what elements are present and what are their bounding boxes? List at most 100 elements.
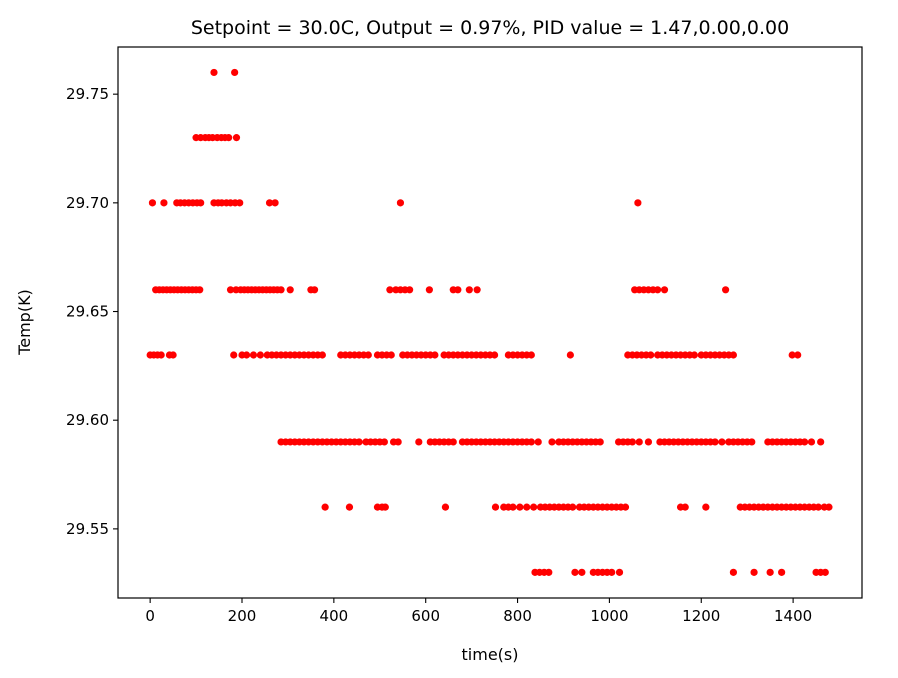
data-point bbox=[644, 438, 653, 446]
data-point bbox=[265, 199, 274, 207]
data-point bbox=[578, 568, 586, 576]
data-point bbox=[148, 199, 157, 207]
data-point bbox=[396, 199, 405, 207]
x-tick-label: 0 bbox=[145, 607, 155, 625]
data-point bbox=[814, 503, 822, 511]
data-point bbox=[242, 351, 251, 359]
x-tick-label: 400 bbox=[320, 607, 349, 625]
data-point bbox=[634, 199, 642, 207]
data-point bbox=[157, 351, 165, 359]
data-point bbox=[817, 438, 825, 446]
data-point bbox=[441, 503, 450, 511]
data-point bbox=[778, 568, 786, 576]
x-tick-label: 800 bbox=[503, 607, 532, 625]
data-point bbox=[160, 199, 168, 207]
y-axis-label: Temp(K) bbox=[15, 289, 34, 356]
data-point bbox=[491, 503, 500, 511]
data-point bbox=[490, 351, 499, 359]
data-point bbox=[729, 568, 738, 576]
data-point bbox=[628, 438, 636, 446]
data-point bbox=[654, 286, 662, 294]
data-point bbox=[681, 503, 689, 511]
data-point bbox=[660, 286, 669, 294]
data-point bbox=[821, 568, 829, 576]
data-point bbox=[794, 351, 802, 359]
data-point bbox=[635, 438, 643, 446]
data-point bbox=[345, 503, 354, 511]
data-point bbox=[381, 503, 389, 511]
data-point bbox=[548, 438, 556, 446]
data-point bbox=[449, 438, 457, 446]
data-point bbox=[702, 503, 710, 511]
data-point bbox=[571, 568, 579, 576]
data-point bbox=[231, 68, 239, 77]
data-point bbox=[569, 503, 577, 511]
x-tick-label: 1000 bbox=[590, 607, 628, 625]
data-point bbox=[566, 351, 574, 359]
x-tick-label: 1200 bbox=[682, 607, 720, 625]
points-layer bbox=[146, 68, 833, 576]
data-point bbox=[249, 351, 258, 359]
data-point bbox=[169, 351, 177, 359]
data-point bbox=[271, 199, 279, 207]
data-point bbox=[318, 351, 326, 359]
data-point bbox=[380, 438, 388, 446]
data-point bbox=[825, 503, 833, 511]
data-point bbox=[415, 438, 423, 446]
data-point bbox=[523, 503, 531, 511]
y-axis: 29.55 29.60 29.65 29.70 29.75 bbox=[66, 85, 118, 538]
data-point bbox=[387, 351, 395, 359]
data-point bbox=[729, 351, 738, 359]
data-point bbox=[406, 286, 414, 294]
data-point bbox=[711, 438, 719, 446]
data-point bbox=[530, 503, 538, 511]
chart-title: Setpoint = 30.0C, Output = 0.97%, PID va… bbox=[191, 17, 789, 39]
y-tick-label: 29.55 bbox=[66, 520, 109, 538]
data-point bbox=[210, 68, 218, 77]
data-point bbox=[615, 568, 624, 576]
data-point bbox=[394, 438, 402, 446]
data-point bbox=[596, 438, 604, 446]
data-point bbox=[465, 286, 473, 294]
data-point bbox=[286, 286, 294, 294]
data-point bbox=[509, 503, 517, 511]
data-point bbox=[750, 568, 758, 576]
y-tick-label: 29.70 bbox=[66, 194, 109, 212]
x-axis: 0 200 400 600 800 1000 1200 1400 bbox=[145, 598, 812, 625]
x-axis-label: time(s) bbox=[462, 645, 519, 664]
data-point bbox=[527, 438, 535, 446]
data-point bbox=[364, 351, 372, 359]
x-tick-label: 600 bbox=[411, 607, 440, 625]
data-point bbox=[196, 286, 204, 294]
data-point bbox=[788, 351, 796, 359]
data-point bbox=[321, 503, 329, 511]
data-point bbox=[197, 199, 205, 207]
data-point bbox=[748, 438, 756, 446]
y-tick-label: 29.65 bbox=[66, 303, 109, 321]
data-point bbox=[454, 286, 462, 294]
data-point bbox=[516, 503, 524, 511]
data-point bbox=[621, 503, 630, 511]
x-tick-label: 1400 bbox=[774, 607, 812, 625]
data-point bbox=[232, 134, 241, 142]
data-point bbox=[766, 568, 774, 576]
data-point bbox=[310, 286, 319, 294]
data-point bbox=[226, 286, 235, 294]
y-tick-label: 29.60 bbox=[66, 411, 109, 429]
data-point bbox=[473, 286, 481, 294]
plot-frame bbox=[117, 46, 863, 599]
data-point bbox=[230, 351, 238, 359]
data-point bbox=[807, 438, 816, 446]
data-point bbox=[722, 286, 730, 294]
data-point bbox=[431, 351, 439, 359]
data-point bbox=[355, 438, 363, 446]
data-point bbox=[690, 351, 698, 359]
data-point bbox=[608, 568, 616, 576]
data-point bbox=[277, 286, 285, 294]
data-point bbox=[647, 351, 655, 359]
data-point bbox=[527, 351, 535, 359]
data-point bbox=[534, 438, 542, 446]
data-point bbox=[386, 286, 394, 294]
